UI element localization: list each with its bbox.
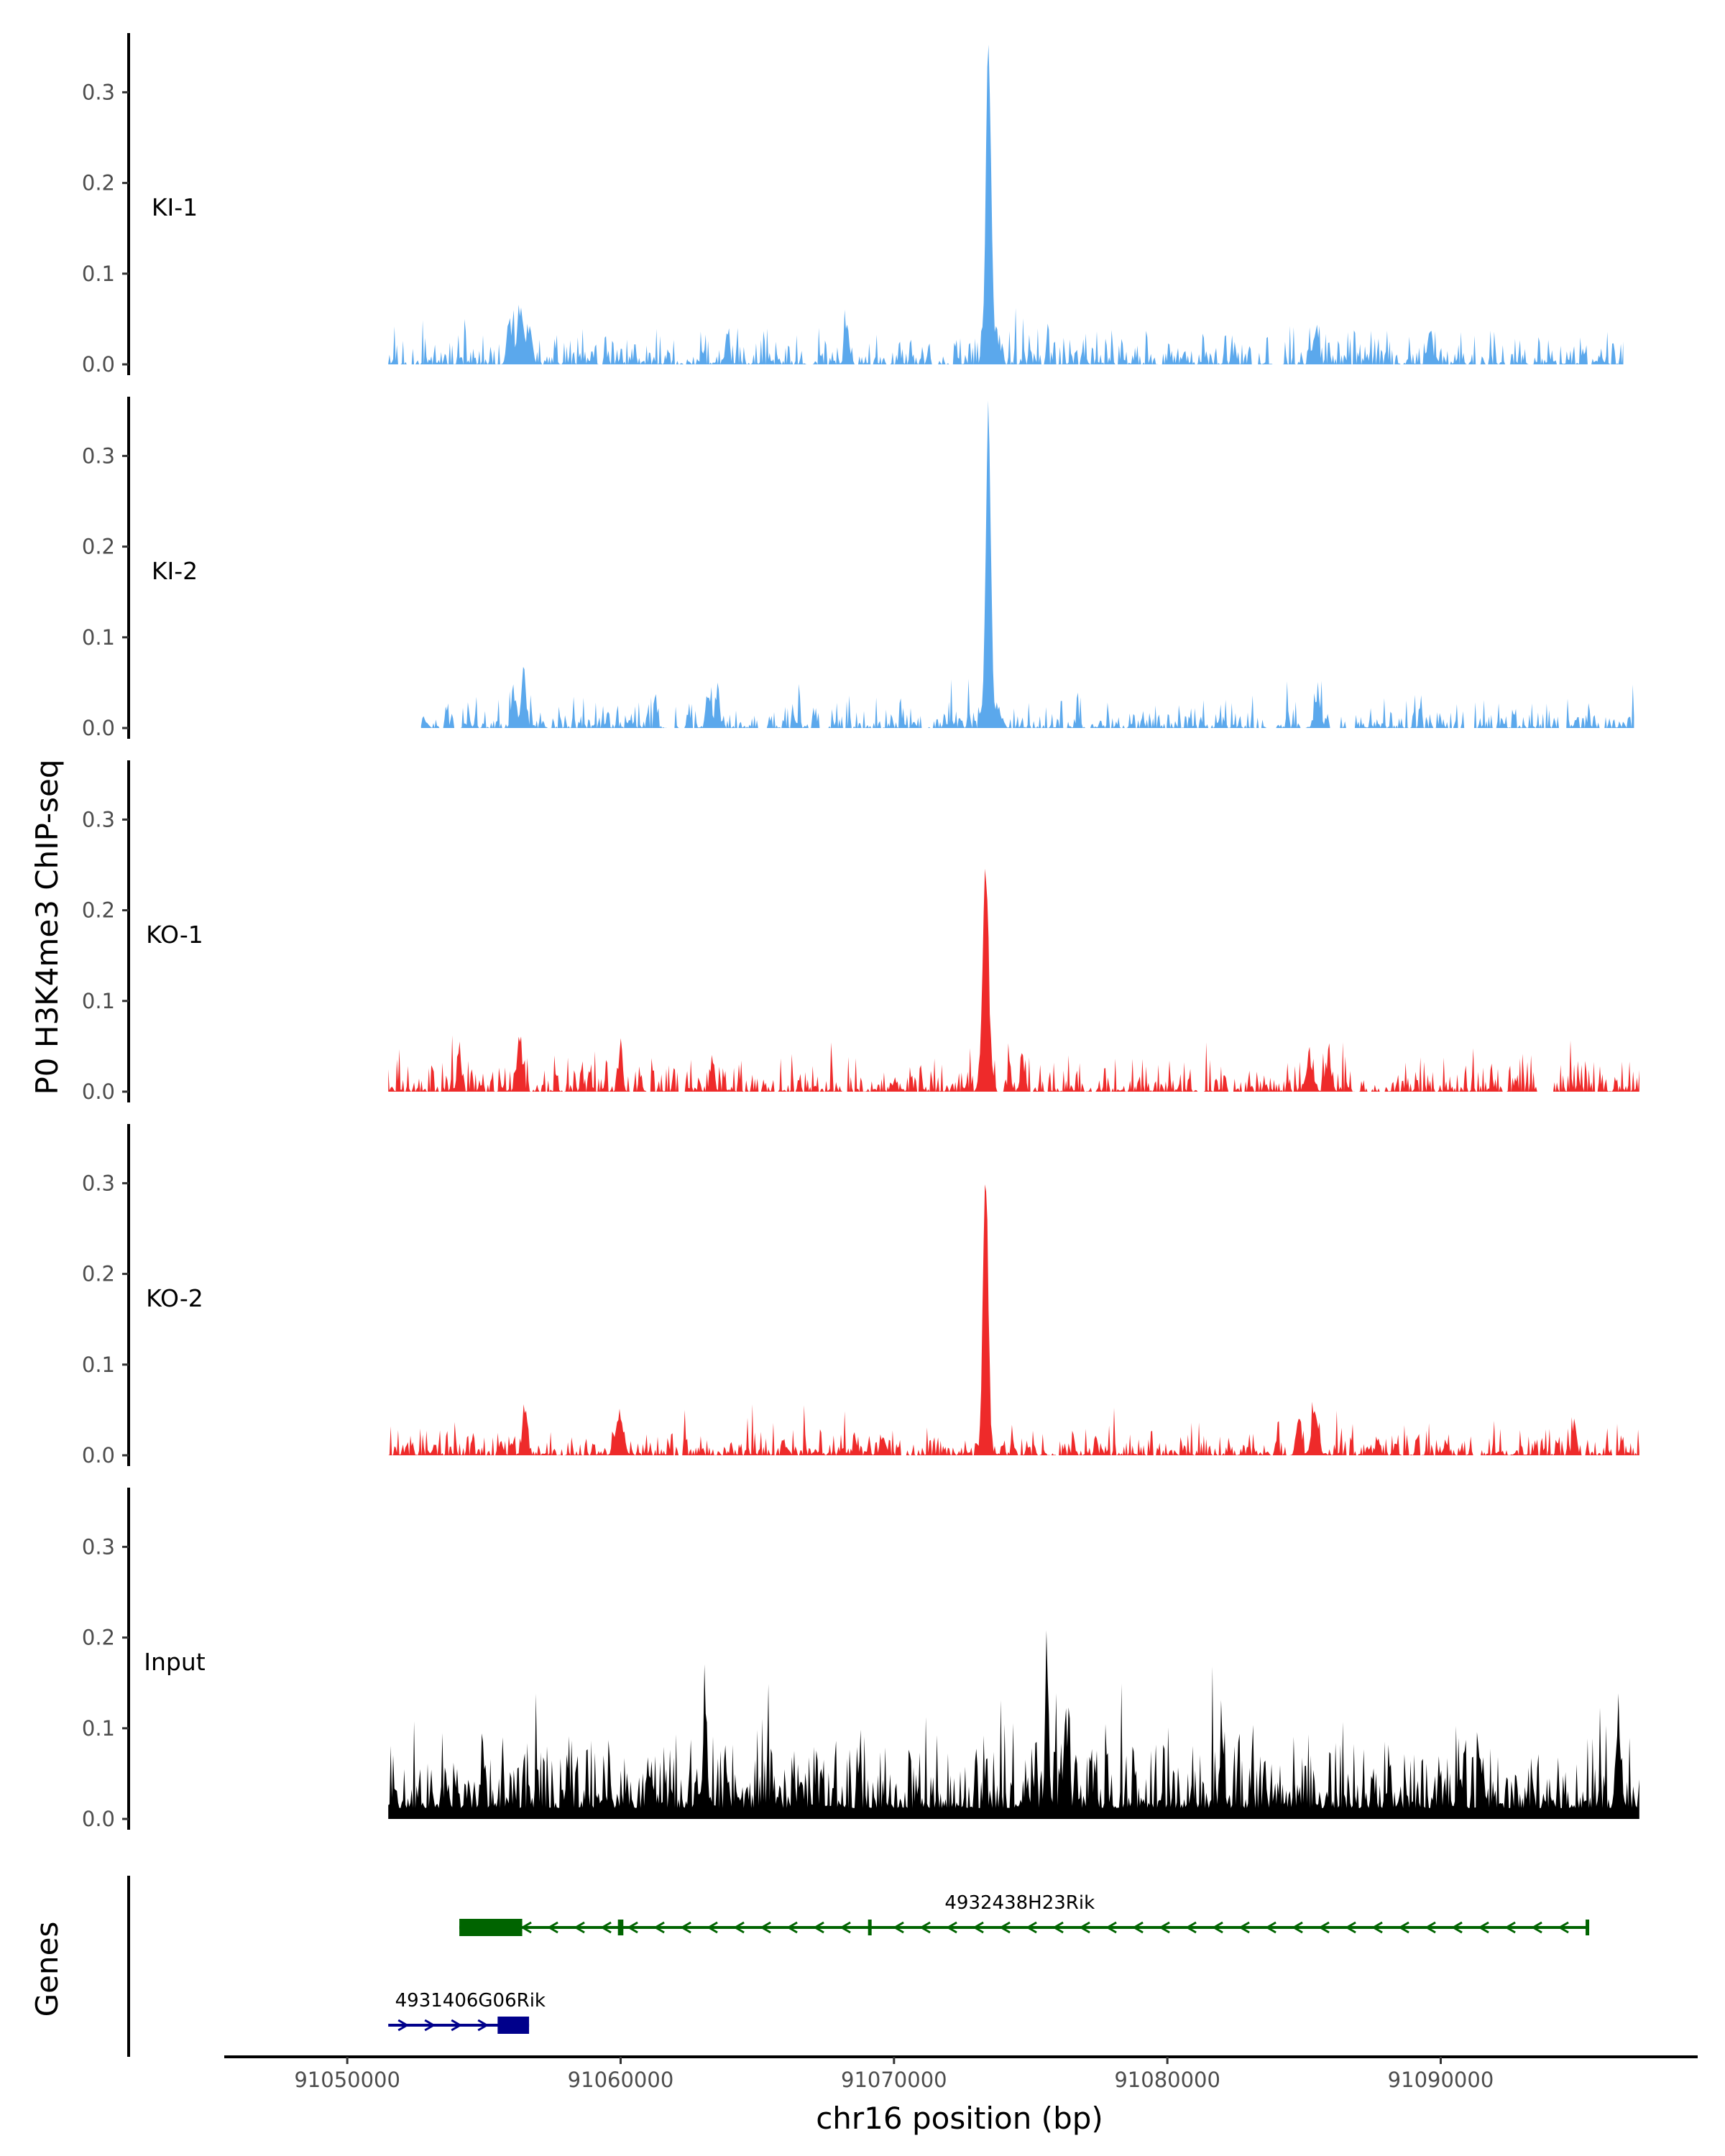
y-tick-label: 0.2	[82, 1262, 115, 1286]
gene-label-4931406g06rik: 4931406G06Rik	[395, 1990, 546, 2012]
strand-chevron	[600, 1921, 612, 1934]
strand-chevron	[840, 1921, 851, 1934]
track-label-input: Input	[144, 1648, 206, 1676]
track-panel-ki-1: KI-1 0.0 0.1 0.2 0.3	[82, 33, 1624, 377]
strand-chevron	[520, 1921, 532, 1934]
strand-chevron	[1531, 1921, 1542, 1934]
x-tick-label: 91070000	[841, 2068, 947, 2092]
strand-chevron	[972, 1921, 984, 1934]
strand-chevron	[919, 1921, 931, 1934]
strand-chevron	[1478, 1921, 1489, 1934]
strand-chevron	[1425, 1921, 1436, 1934]
strand-chevron	[1212, 1921, 1223, 1934]
y-tick-label: 0.2	[82, 171, 115, 195]
y-tick-label: 0.3	[82, 1534, 115, 1559]
y-tick-label: 0.3	[82, 443, 115, 468]
strand-chevron	[813, 1921, 824, 1934]
strand-chevron	[1026, 1921, 1037, 1934]
track-area-ki-2	[420, 400, 1634, 728]
strand-chevron	[1159, 1921, 1170, 1934]
y-tick-label: 0.1	[82, 989, 115, 1013]
strand-chevron	[760, 1921, 771, 1934]
gene-exon	[868, 1920, 872, 1935]
track-label-ki-2: KI-2	[152, 557, 198, 585]
strand-chevron	[999, 1921, 1011, 1934]
y-tick-label: 0.0	[82, 1079, 115, 1104]
x-axis-title: chr16 position (bp)	[816, 2101, 1103, 2136]
strand-chevron	[1238, 1921, 1250, 1934]
y-tick-label: 0.0	[82, 1443, 115, 1468]
y-tick-label: 0.3	[82, 807, 115, 831]
track-label-ki-1: KI-1	[152, 193, 198, 221]
gene-4932438h23rik: 4932438H23Rik	[459, 1892, 1590, 1936]
y-tick-label: 0.1	[82, 1353, 115, 1377]
strand-chevron	[1398, 1921, 1409, 1934]
track-area-input	[388, 1630, 1639, 1819]
strand-chevron	[1079, 1921, 1090, 1934]
strand-chevron	[1265, 1921, 1276, 1934]
x-tick-label: 91060000	[568, 2068, 674, 2092]
strand-chevron	[707, 1921, 718, 1934]
y-tick-label: 0.2	[82, 535, 115, 559]
strand-chevron	[1318, 1921, 1330, 1934]
strand-chevron	[733, 1921, 745, 1934]
strand-chevron	[451, 2019, 463, 2032]
strand-chevron	[1185, 1921, 1197, 1934]
strand-chevron	[1292, 1921, 1303, 1934]
gene-label-4932438h23rik: 4932438H23Rik	[944, 1892, 1095, 1914]
gene-exon	[617, 1920, 624, 1935]
x-tick-label: 91090000	[1388, 2068, 1494, 2092]
x-tick-label: 91080000	[1114, 2068, 1220, 2092]
gene-exon	[1586, 1920, 1590, 1935]
track-label-ko-2: KO-2	[146, 1284, 203, 1312]
strand-chevron	[1558, 1921, 1569, 1934]
y-tick-label: 0.3	[82, 80, 115, 104]
x-axis: 91050000 91060000 91070000 91080000 9109…	[224, 2055, 1698, 2092]
y-tick-label: 0.2	[82, 1626, 115, 1650]
track-panel-input: Input 0.0 0.1 0.2 0.3	[82, 1488, 1639, 1831]
strand-chevron	[1371, 1921, 1383, 1934]
genes-axis-title: Genes	[29, 1922, 65, 2017]
strand-chevron	[477, 2019, 489, 2032]
strand-chevron	[1052, 1921, 1064, 1934]
strand-chevron	[397, 2019, 410, 2032]
genes-panel: 4932438H23Rik 4931406G06Rik	[127, 1876, 1590, 2057]
strand-chevron	[946, 1921, 957, 1934]
track-panel-ko-2: KO-2 0.0 0.1 0.2 0.3	[82, 1124, 1639, 1468]
strand-chevron	[1132, 1921, 1144, 1934]
y-tick-label: 0.0	[82, 716, 115, 740]
gene-exon	[497, 2017, 530, 2034]
gene-exon	[459, 1919, 523, 1936]
y-tick-label: 0.0	[82, 1807, 115, 1831]
strand-chevron	[1451, 1921, 1463, 1934]
track-panel-ki-2: KI-2 0.0 0.1 0.2 0.3	[82, 397, 1634, 740]
gene-4931406g06rik: 4931406G06Rik	[388, 1990, 546, 2034]
x-tick-label: 91050000	[294, 2068, 400, 2092]
y-axis-title: P0 H3K4me3 ChIP-seq	[29, 759, 65, 1095]
y-tick-label: 0.3	[82, 1171, 115, 1195]
strand-chevron	[1504, 1921, 1516, 1934]
strand-chevron	[1345, 1921, 1356, 1934]
y-tick-label: 0.1	[82, 625, 115, 650]
track-area-ki-1	[388, 45, 1624, 364]
track-label-ko-1: KO-1	[146, 921, 203, 949]
strand-chevron	[680, 1921, 691, 1934]
strand-chevron	[653, 1921, 665, 1934]
strand-chevron	[1105, 1921, 1117, 1934]
track-panel-ko-1: KO-1 0.0 0.1 0.2 0.3	[82, 760, 1639, 1104]
strand-chevron	[893, 1921, 904, 1934]
track-area-ko-2	[388, 1184, 1639, 1455]
strand-chevron	[786, 1921, 798, 1934]
strand-chevron	[547, 1921, 558, 1934]
strand-chevron	[574, 1921, 585, 1934]
y-tick-label: 0.0	[82, 352, 115, 377]
y-tick-label: 0.2	[82, 898, 115, 923]
y-tick-label: 0.1	[82, 262, 115, 286]
track-area-ko-1	[388, 868, 1639, 1092]
y-tick-label: 0.1	[82, 1716, 115, 1741]
strand-chevron	[424, 2019, 436, 2032]
strand-chevron	[627, 1921, 638, 1934]
